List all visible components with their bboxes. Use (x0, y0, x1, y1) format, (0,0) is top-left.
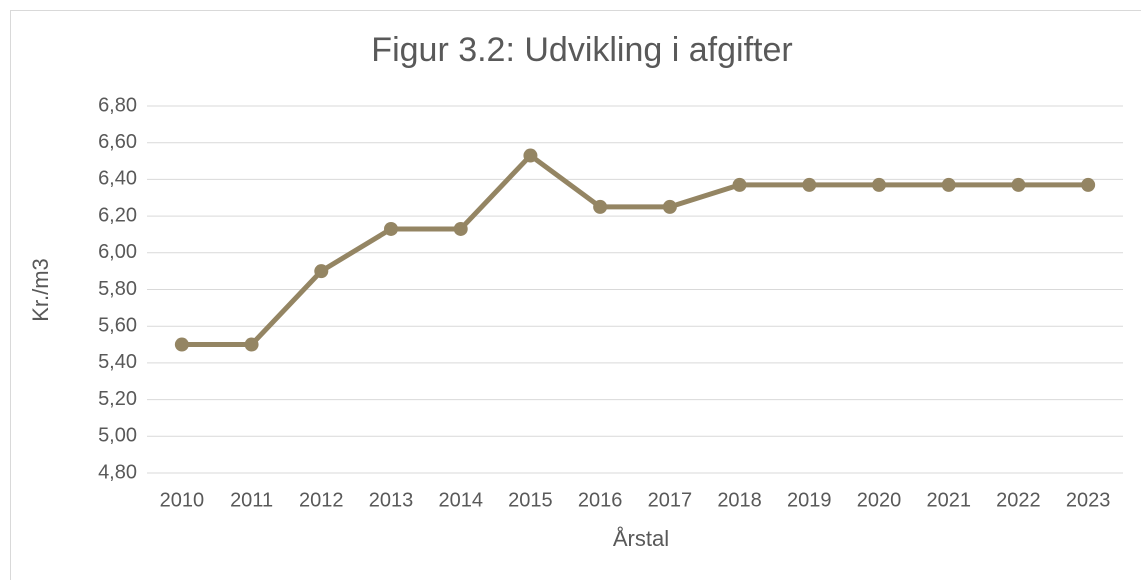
point-marker (1081, 177, 1096, 192)
x-tick-label: 2013 (369, 489, 414, 511)
series-line (181, 153, 1089, 348)
chart-border (10, 10, 1141, 580)
x-tick-label: 2016 (578, 489, 623, 511)
x-tick-label: 2015 (508, 489, 553, 511)
x-tick-label: 2019 (787, 489, 832, 511)
point-marker (593, 199, 608, 214)
x-tick-label: 2022 (996, 489, 1041, 511)
x-tick-label: 2011 (230, 489, 273, 511)
y-tick-label: 5,20 (98, 388, 137, 410)
y-axis-label: Kr./m3 (28, 258, 53, 322)
point-marker (662, 199, 677, 214)
x-axis-label: Årstal (613, 526, 669, 551)
point-marker (523, 148, 538, 163)
chart-title: Figur 3.2: Udvikling i afgifter (371, 31, 792, 69)
point-marker (872, 177, 886, 192)
x-tick-label: 2018 (717, 489, 762, 511)
x-tick-label: 2020 (857, 489, 902, 511)
y-tick-label: 6,20 (98, 204, 137, 226)
point-marker (1011, 177, 1026, 192)
point-marker (314, 264, 329, 279)
point-marker (244, 337, 259, 352)
y-tick-label: 5,40 (98, 351, 137, 373)
y-tick-label: 5,80 (98, 278, 137, 300)
point-marker (941, 177, 956, 192)
y-tick-label: 6,00 (98, 241, 137, 263)
y-tick-label: 6,40 (98, 168, 137, 190)
x-tick-label: 2017 (648, 489, 693, 511)
x-tick-label: 2010 (160, 489, 205, 511)
point-marker (453, 221, 468, 236)
point-marker (802, 177, 817, 192)
y-tick-label: 6,60 (98, 131, 137, 153)
point-marker (384, 221, 398, 236)
x-tick-label: 2012 (299, 489, 344, 511)
y-tick-label: 6,80 (98, 94, 137, 116)
point-marker (732, 177, 747, 192)
y-tick-label: 4,80 (98, 461, 137, 483)
y-tick-label: 5,00 (98, 425, 137, 447)
y-tick-label: 5,60 (98, 314, 137, 336)
x-tick-label: 2021 (926, 489, 971, 511)
x-tick-label: 2014 (438, 489, 483, 511)
point-marker (174, 337, 189, 352)
x-tick-label: 2023 (1066, 489, 1111, 511)
